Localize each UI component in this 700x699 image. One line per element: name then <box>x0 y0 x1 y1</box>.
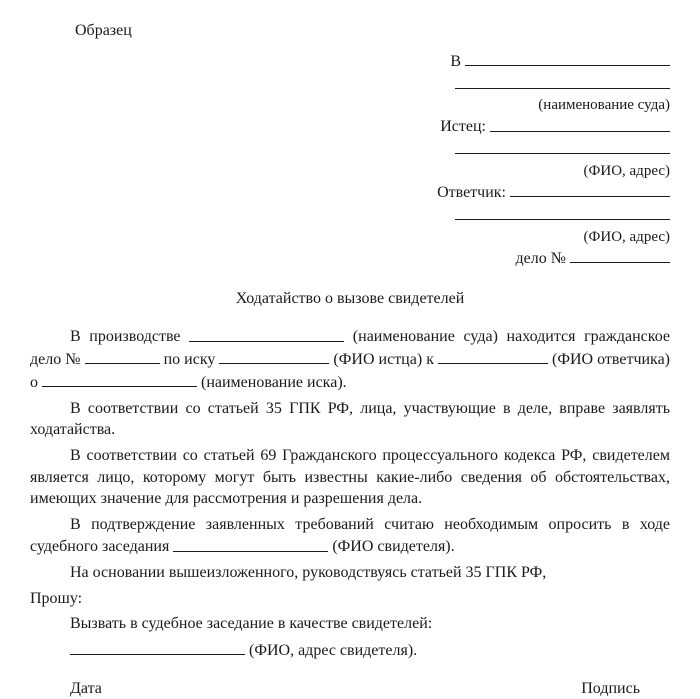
defendant-hint: (ФИО, адрес) <box>30 227 670 247</box>
claim-blank <box>42 371 197 387</box>
plaintiff-hint: (ФИО, адрес) <box>30 161 670 181</box>
defendant-row-2 <box>30 204 670 227</box>
footer-row: Дата Подпись <box>30 678 670 699</box>
p1-text-d: (ФИО истца) к <box>329 351 438 368</box>
plaintiff-row: Истец: <box>30 115 670 138</box>
plaintiff-label: Истец: <box>440 119 486 136</box>
p7-text-b: (ФИО, адрес свидетеля). <box>245 642 417 659</box>
p1-text-a: В производстве <box>70 329 189 346</box>
paragraph-1: В производстве (наименование суда) наход… <box>30 325 670 393</box>
paragraph-2: В соответствии со статьей 35 ГПК РФ, лиц… <box>30 398 670 441</box>
document-header: В (наименование суда) Истец: (ФИО, адрес… <box>30 50 670 270</box>
plaintiff-row-2 <box>30 138 670 161</box>
case-label: дело № <box>516 250 567 267</box>
paragraph-6: Вызвать в судебное заседание в качестве … <box>30 613 670 635</box>
plaintiff-name-blank <box>219 348 329 364</box>
ask-label: Прошу: <box>30 588 670 610</box>
date-label: Дата <box>70 678 102 699</box>
case-row: дело № <box>30 247 670 270</box>
witness-addr-blank <box>70 639 245 655</box>
p1-text-f: (наименование иска). <box>197 374 347 391</box>
defendant-blank <box>510 181 670 197</box>
to-hint: (наименование суда) <box>30 95 670 115</box>
witness-blank <box>173 535 328 551</box>
paragraph-3: В соответствии со статьей 69 Гражданског… <box>30 445 670 510</box>
document-title: Ходатайство о вызове свидетелей <box>30 288 670 310</box>
defendant-name-blank <box>438 348 548 364</box>
sign-label: Подпись <box>581 678 640 699</box>
paragraph-5: На основании вышеизложенного, руководств… <box>30 562 670 584</box>
p4-text-b: (ФИО свидетеля). <box>328 539 454 556</box>
paragraph-4: В подтверждение заявленных требований сч… <box>30 514 670 558</box>
to-label: В <box>450 53 461 70</box>
court-blank <box>189 325 344 341</box>
caseno-blank <box>85 348 160 364</box>
to-row-2 <box>30 72 670 95</box>
plaintiff-blank <box>490 115 670 131</box>
document-body: В производстве (наименование суда) наход… <box>30 325 670 661</box>
document-page: Образец В (наименование суда) Истец: (ФИ… <box>0 0 700 655</box>
to-row: В <box>30 50 670 73</box>
sample-label: Образец <box>75 20 670 42</box>
plaintiff-blank-2 <box>455 138 670 154</box>
paragraph-7: (ФИО, адрес свидетеля). <box>30 639 670 662</box>
case-blank <box>570 247 670 263</box>
p1-text-c: по иску <box>160 351 220 368</box>
defendant-label: Ответчик: <box>437 184 506 201</box>
to-blank-2 <box>455 72 670 88</box>
to-blank <box>465 50 670 66</box>
defendant-blank-2 <box>455 204 670 220</box>
defendant-row: Ответчик: <box>30 181 670 204</box>
